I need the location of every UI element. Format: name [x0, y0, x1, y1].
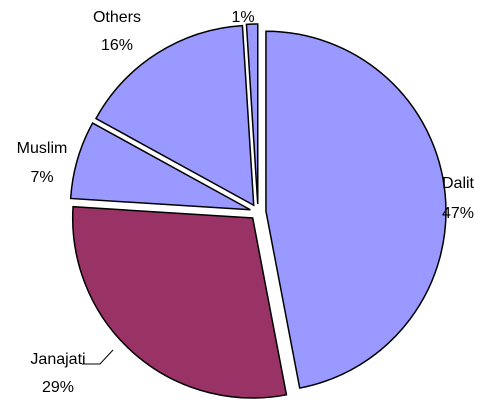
slice-label-muslim: Muslim	[17, 140, 68, 157]
labels-layer: Dalit 47% Janajati 29% Muslim 7% Others 16% 1%	[17, 9, 475, 396]
slice-percent-dalit: 47%	[442, 205, 474, 222]
slice-percent-muslim: 7%	[30, 169, 53, 186]
slice-percent-unlabeled: 1%	[231, 9, 254, 26]
leader-line-janajati	[82, 349, 114, 365]
pie-slice-dalit	[265, 30, 447, 389]
slice-label-others: Others	[93, 9, 141, 26]
slice-label-janajati: Janajati	[30, 351, 85, 368]
slice-percent-janajati: 29%	[42, 379, 74, 396]
slice-percent-others: 16%	[101, 37, 133, 54]
leader-lines-layer	[82, 349, 114, 365]
pie-slice-others	[94, 24, 255, 207]
pie-slice-muslim	[69, 122, 251, 211]
pie-slice-unlabeled	[245, 23, 259, 205]
slice-label-dalit: Dalit	[442, 175, 475, 192]
pie-slice-janajati	[71, 205, 288, 399]
slices-layer	[69, 23, 447, 399]
